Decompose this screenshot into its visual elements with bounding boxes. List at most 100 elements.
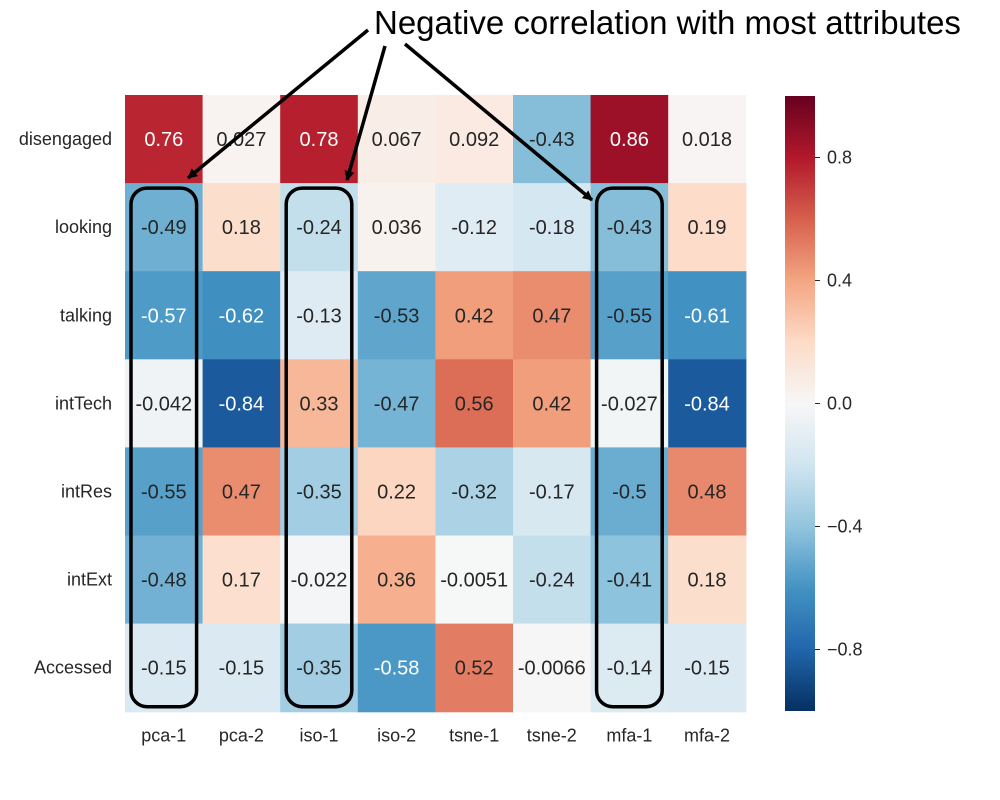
heatmap-cell-intExt-iso-1 [280,535,359,625]
cell-value-label: -0.15 [219,658,265,680]
heatmap-cell-Accessed-iso-2 [357,623,436,713]
colorbar-tick-label: −0.4 [827,517,863,537]
x-axis-tick-labels: pca-1 pca-2 iso-1 iso-2 tsne-1 tsne-2 mfa-1 mfa… [141,726,730,746]
cell-value-label: 0.52 [455,658,494,680]
heatmap-cell-talking-tsne-1 [435,271,514,360]
y-tick-label: looking [55,217,112,237]
cell-value-label: 0.48 [688,481,727,503]
heatmap-cell-talking-iso-1 [280,271,359,360]
cell-value-label: -0.13 [296,305,342,327]
heatmap-cell-intExt-tsne-2 [513,535,592,625]
heatmap-cell-intTech-mfa-1 [590,359,669,448]
x-tick-label: pca-2 [219,726,264,746]
cell-value-label: -0.14 [607,658,653,680]
x-tick-label: mfa-2 [684,726,730,746]
cell-value-label: -0.0051 [440,570,508,592]
x-tick-label: tsne-2 [527,726,577,746]
cell-value-label: -0.15 [141,658,187,680]
y-tick-label: intTech [55,393,112,413]
annotation-arrow [344,45,387,181]
cell-value-label: -0.55 [141,481,187,503]
x-tick-label: iso-1 [299,726,338,746]
cell-value-label: 0.78 [300,129,339,151]
highlight-box-mfa-1 [594,186,664,709]
heatmap-cell-looking-pca-2 [202,183,281,272]
cell-value-label: -0.61 [684,305,730,327]
heatmap-cell-looking-iso-2 [357,183,436,272]
annotation-text: Negative correlation with most attribute… [374,4,961,41]
heatmap-cell-looking-mfa-2 [668,183,747,272]
x-tick-label: tsne-1 [449,726,499,746]
colorbar-tick-label: 0.8 [827,148,852,168]
heatmap-cell-intRes-iso-2 [357,447,436,537]
cell-value-label: -0.53 [374,305,420,327]
cell-value-label: -0.027 [601,393,658,415]
heatmap-cell-intTech-pca-2 [202,359,281,448]
heatmap-cell-intExt-tsne-1 [435,535,514,625]
cell-value-label: 0.76 [144,129,183,151]
heatmap-cell-intRes-mfa-2 [668,447,747,537]
annotation-arrows [186,28,594,202]
cell-value-label: 0.36 [377,570,416,592]
cell-value-label: 0.018 [682,129,732,151]
colorbar: 0.8 0.4 0.0 −0.4 −0.8 [785,96,863,711]
heatmap-cell-intRes-mfa-1 [590,447,669,537]
cell-value-label: 0.42 [532,393,571,415]
heatmap-cell-looking-pca-1 [125,183,204,272]
heatmap-cell-intRes-tsne-2 [513,447,592,537]
heatmap-cell-intTech-mfa-2 [668,359,747,448]
y-tick-label: talking [60,305,112,325]
cell-value-label: -0.48 [141,570,187,592]
heatmap-cell-talking-tsne-2 [513,271,592,360]
heatmap-cell-Accessed-pca-1 [125,623,204,713]
heatmap-cell-disengaged-pca-2 [202,95,281,184]
cell-value-label: -0.18 [529,217,575,239]
heatmap-cell-intRes-tsne-1 [435,447,514,537]
annotation-arrow [186,28,370,180]
cell-value-label: -0.17 [529,481,575,503]
cell-value-label: -0.58 [374,658,420,680]
highlight-box-pca-1 [129,186,199,709]
cell-value-label: -0.43 [607,217,653,239]
cell-value-label: 0.18 [688,570,727,592]
highlight-boxes [129,186,664,709]
cell-value-label: 0.86 [610,129,649,151]
heatmap-cell-intRes-pca-1 [125,447,204,537]
heatmap-cell-intTech-tsne-1 [435,359,514,448]
heatmap-cell-looking-mfa-1 [590,183,669,272]
cell-value-label: -0.57 [141,305,187,327]
heatmap-cell-intRes-iso-1 [280,447,359,537]
cell-value-label: 0.42 [455,305,494,327]
cell-value-label: 0.19 [688,217,727,239]
heatmap-cell-intTech-tsne-2 [513,359,592,448]
cell-value-label: 0.22 [377,481,416,503]
heatmap-cell-intTech-iso-1 [280,359,359,448]
cell-value-label: -0.24 [529,570,575,592]
cell-value-label: 0.092 [449,129,499,151]
y-tick-label: intRes [61,481,112,501]
heatmap-cell-Accessed-tsne-2 [513,623,592,713]
cell-value-label: -0.47 [374,393,420,415]
heatmap-cell-disengaged-iso-2 [357,95,436,184]
y-tick-label: Accessed [34,658,112,678]
heatmap-cell-talking-mfa-2 [668,271,747,360]
heatmap-cells [125,95,747,713]
cell-value-label: -0.24 [296,217,342,239]
cell-value-label: 0.33 [300,393,339,415]
cell-value-label: 0.56 [455,393,494,415]
annotation-arrow [403,42,594,202]
heatmap-cell-intExt-mfa-1 [590,535,669,625]
y-tick-label: intExt [67,570,112,590]
colorbar-tick-label: −0.8 [827,640,863,660]
cell-value-label: -0.41 [607,570,653,592]
cell-value-label: -0.5 [612,481,646,503]
cell-value-label: -0.43 [529,129,575,151]
heatmap-cell-Accessed-pca-2 [202,623,281,713]
heatmap-cell-talking-mfa-1 [590,271,669,360]
heatmap-cell-talking-iso-2 [357,271,436,360]
heatmap-cell-looking-tsne-1 [435,183,514,272]
heatmap-cell-talking-pca-1 [125,271,204,360]
cell-value-label: -0.15 [684,658,730,680]
cell-value-label: -0.35 [296,658,342,680]
heatmap-cell-intExt-pca-1 [125,535,204,625]
